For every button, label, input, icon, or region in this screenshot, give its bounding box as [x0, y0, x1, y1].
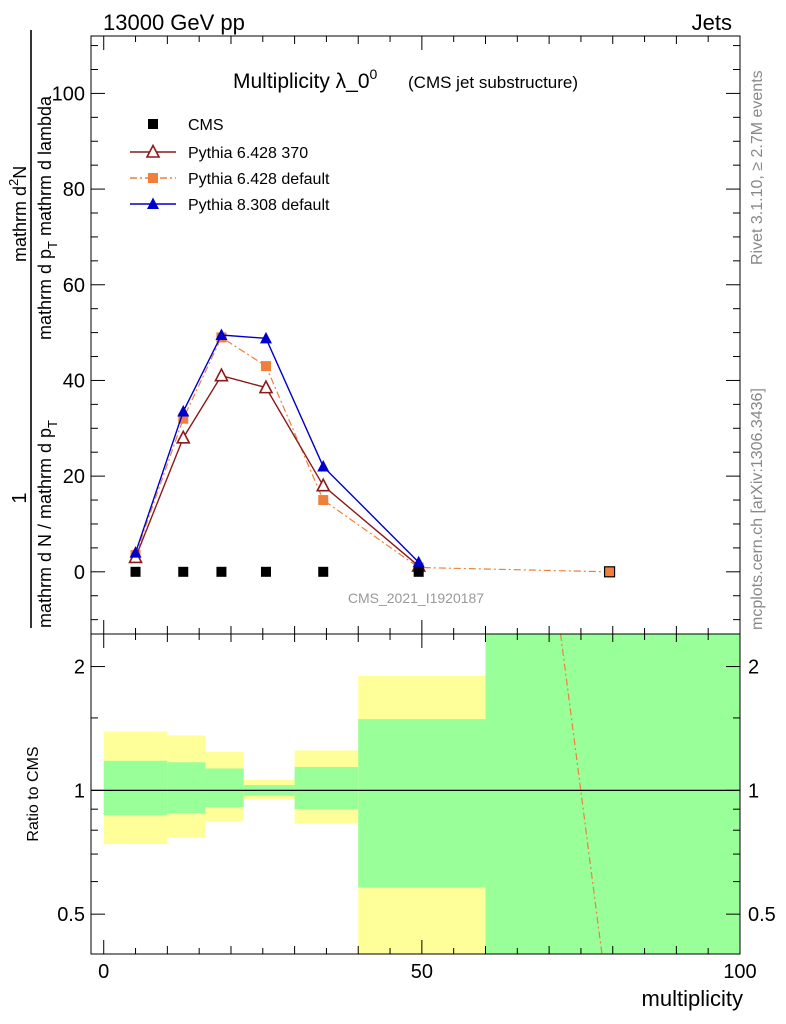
series-line [134, 374, 420, 567]
series-point [129, 546, 142, 558]
series-point [260, 566, 271, 577]
ratio-ytick-label: 2 [74, 657, 85, 679]
series-point [315, 477, 331, 492]
series-point [318, 495, 329, 506]
ratio-band-inner [103, 760, 168, 816]
x-tick-label: 0 [98, 961, 109, 983]
main-ytick-label: 80 [63, 179, 85, 201]
main-ylabel-bottom-numerator: 1 [9, 492, 31, 503]
series-point [175, 429, 191, 444]
ratio-ytick-label-right: 2 [748, 657, 759, 679]
ratio-ytick-label-right: 0.5 [748, 904, 776, 926]
main-ticks: 0 20 40 60 80 100 [52, 36, 741, 634]
series-point [318, 566, 329, 577]
ratio-bands [103, 634, 740, 954]
main-ytick-label: 60 [63, 275, 85, 297]
legend-marker [148, 119, 158, 129]
ratio-band-inner [167, 762, 206, 814]
header-left: 13000 GeV pp [103, 10, 245, 35]
main-ylabel-top-numerator-text: mathrm d2N [6, 166, 30, 262]
ratio-ticks: 0.5 0.5 1 1 2 2 0 50 100 [57, 634, 776, 983]
series-point [178, 566, 189, 577]
main-ytick-label: 20 [63, 466, 85, 488]
series-point [130, 566, 141, 577]
series-point [412, 555, 425, 568]
series-point [178, 413, 189, 424]
series-point [317, 460, 330, 472]
legend: CMS Pythia 6.428 370 Pythia 6.428 default P… [130, 117, 330, 214]
main-title: Multiplicity λ_00 [233, 66, 378, 93]
series-point [216, 566, 227, 577]
header-right: Jets [692, 10, 732, 35]
legend-marker [148, 173, 158, 183]
legend-label: Pythia 8.308 default [188, 197, 330, 214]
legend-marker [145, 143, 161, 158]
series-point [413, 566, 424, 577]
series-2 [130, 332, 610, 573]
main-panel: 0 20 40 60 80 100 Multiplicity λ_00 (CMS jet … [52, 35, 741, 635]
ratio-ylabel: Ratio to CMS [25, 746, 42, 841]
series-0 [130, 566, 616, 578]
main-ytick-label: 100 [52, 83, 85, 105]
series-point [603, 566, 616, 578]
series-3 [129, 328, 425, 568]
legend-entry: Pythia 6.428 370 [130, 143, 308, 162]
ratio-panel: 0.5 0.5 1 1 2 2 0 50 100 Ratio to CMS multiplici… [25, 633, 776, 1011]
x-axis-label: multiplicity [642, 986, 743, 1011]
legend-entry: Pythia 6.428 default [130, 171, 330, 188]
x-tick-label: 100 [723, 961, 756, 983]
ratio-band-inner [205, 768, 244, 808]
ratio-ytick-label-right: 1 [748, 780, 759, 802]
main-ylabel: 1 mathrm d N / mathrm d pT mathrm d2N ma… [6, 30, 60, 628]
main-ytick-label: 0 [74, 562, 85, 584]
series-1 [128, 367, 427, 572]
series-line [134, 334, 420, 563]
series-point [260, 361, 271, 372]
ratio-ytick-label: 1 [74, 780, 85, 802]
main-series-layer [128, 328, 616, 578]
series-point [215, 328, 228, 340]
series-line [134, 336, 610, 573]
series-point [177, 405, 190, 417]
main-ytick-label: 40 [63, 370, 85, 392]
ratio-band-inner [358, 719, 486, 888]
ratio-frame [90, 633, 741, 955]
series-point [258, 379, 274, 394]
main-ylabel-bottom-denominator-text: mathrm d N / mathrm d pT [35, 420, 60, 628]
mcplots-label: mcplots.cern.ch [arXiv:1306.3436] [749, 388, 766, 630]
x-tick-label: 50 [411, 961, 433, 983]
legend-entry: CMS [148, 117, 224, 134]
ratio-band-inner [294, 766, 359, 810]
ratio-line [559, 633, 603, 955]
ratio-lines [559, 633, 603, 955]
main-ylabel-top-denominator-text: mathrm d pT mathrm d lambda [35, 95, 60, 340]
legend-label: Pythia 6.428 default [188, 171, 330, 188]
legend-label: CMS [188, 117, 224, 134]
rivet-label: Rivet 3.1.10, ≥ 2.7M events [749, 70, 766, 265]
legend-entry: Pythia 8.308 default [130, 197, 330, 214]
main-subtitle: (CMS jet substructure) [408, 73, 578, 92]
series-point [259, 331, 272, 344]
legend-label: Pythia 6.428 370 [188, 145, 308, 162]
legend-marker [147, 197, 159, 209]
ratio-ytick-label: 0.5 [57, 904, 85, 926]
watermark: CMS_2021_I1920187 [348, 590, 484, 606]
ratio-band-inner [485, 634, 740, 954]
series-point [214, 367, 229, 382]
